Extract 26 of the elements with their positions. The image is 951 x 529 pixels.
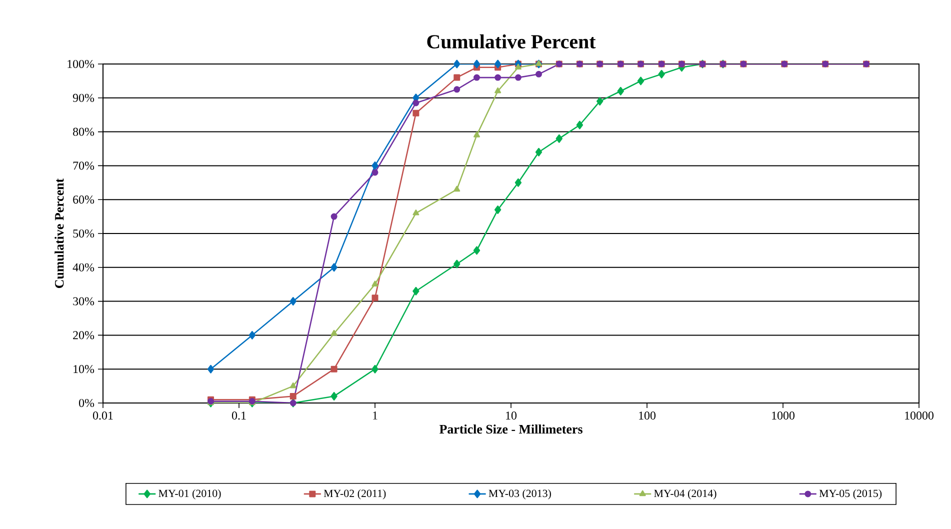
chart-title: Cumulative Percent [427, 34, 596, 49]
x-tick-label: 100 [639, 412, 656, 420]
y-tick-label: 90% [72, 94, 94, 102]
y-tick-label: 80% [73, 128, 94, 136]
x-axis-title: Particle Size - Millimeters [439, 424, 582, 434]
x-tick-label: 1 [373, 412, 378, 420]
legend-label: MY-05 (2015) [819, 489, 882, 500]
x-tick-label: 10 [506, 412, 517, 420]
legend-label: MY-03 (2013) [488, 489, 551, 500]
y-tick-label: 30% [73, 297, 94, 306]
legend-label: MY-02 (2011) [324, 489, 386, 500]
y-tick-label: 40% [72, 263, 94, 272]
y-axis-title: Cumulative Percent [54, 178, 64, 288]
x-tick-label: 0.1 [232, 412, 246, 420]
y-tick-label: 20% [73, 331, 94, 340]
y-tick-label: 50% [73, 229, 94, 238]
legend-label: MY-04 (2014) [654, 489, 716, 500]
y-tick-label: 60% [73, 196, 94, 204]
x-tick-label: 1000 [772, 412, 794, 420]
y-tick-label: 100% [68, 60, 94, 68]
y-tick-label: 70% [73, 162, 94, 170]
y-tick-label: 10% [74, 365, 94, 374]
legend-label: MY-01 (2010) [158, 489, 221, 500]
x-tick-label: 10000 [905, 412, 934, 420]
y-tick-label: 0% [78, 398, 94, 408]
x-tick-label: 0.01 [92, 412, 113, 420]
